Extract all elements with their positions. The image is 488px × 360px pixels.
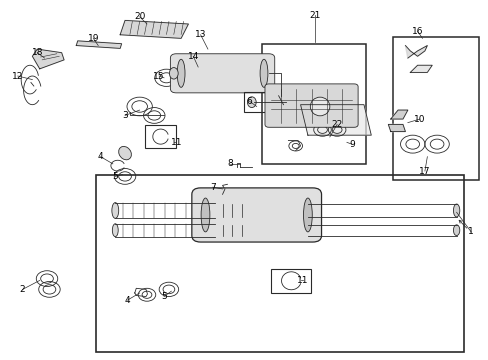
Text: 20: 20 [134, 12, 145, 21]
Bar [96, 175, 463, 352]
Text: 12: 12 [12, 72, 23, 81]
Bar [261, 44, 366, 164]
Bar [244, 92, 290, 112]
Text: 21: 21 [309, 10, 320, 19]
FancyBboxPatch shape [170, 54, 274, 93]
Polygon shape [32, 49, 64, 69]
Text: 1: 1 [468, 228, 473, 237]
Text: 15: 15 [153, 72, 164, 81]
Text: 9: 9 [348, 140, 354, 149]
FancyBboxPatch shape [191, 188, 321, 242]
Text: 8: 8 [226, 159, 232, 168]
Text: 16: 16 [411, 27, 423, 36]
Ellipse shape [310, 97, 329, 116]
Text: 11: 11 [297, 276, 308, 285]
Text: 19: 19 [87, 34, 99, 43]
Text: 10: 10 [413, 114, 425, 123]
Polygon shape [387, 125, 405, 132]
Polygon shape [120, 21, 188, 39]
Bar [392, 37, 478, 180]
Text: 6: 6 [246, 96, 252, 105]
Ellipse shape [112, 224, 118, 237]
Polygon shape [76, 41, 122, 48]
Text: 4: 4 [124, 296, 130, 305]
Ellipse shape [247, 97, 256, 108]
Polygon shape [300, 105, 370, 135]
Text: 14: 14 [187, 52, 199, 61]
Text: 2: 2 [20, 285, 25, 294]
Text: 4: 4 [98, 152, 103, 161]
Ellipse shape [119, 147, 131, 160]
Bar [144, 126, 176, 148]
Ellipse shape [112, 203, 119, 219]
Text: 7: 7 [209, 183, 215, 192]
Text: 22: 22 [331, 120, 342, 129]
Ellipse shape [169, 68, 178, 79]
Ellipse shape [452, 225, 459, 235]
Polygon shape [390, 110, 407, 119]
Polygon shape [409, 65, 431, 72]
Ellipse shape [452, 204, 459, 217]
FancyBboxPatch shape [264, 84, 357, 127]
Text: 5: 5 [112, 172, 118, 181]
Ellipse shape [201, 198, 209, 232]
Ellipse shape [177, 59, 184, 87]
Polygon shape [405, 45, 427, 58]
Text: 17: 17 [418, 167, 430, 176]
Text: 5: 5 [161, 292, 166, 301]
Bar [271, 269, 311, 293]
Text: 18: 18 [31, 48, 43, 57]
Ellipse shape [260, 59, 267, 87]
Text: 13: 13 [194, 30, 206, 39]
Ellipse shape [303, 198, 312, 232]
Text: 11: 11 [170, 138, 182, 147]
Text: 3: 3 [122, 111, 128, 120]
